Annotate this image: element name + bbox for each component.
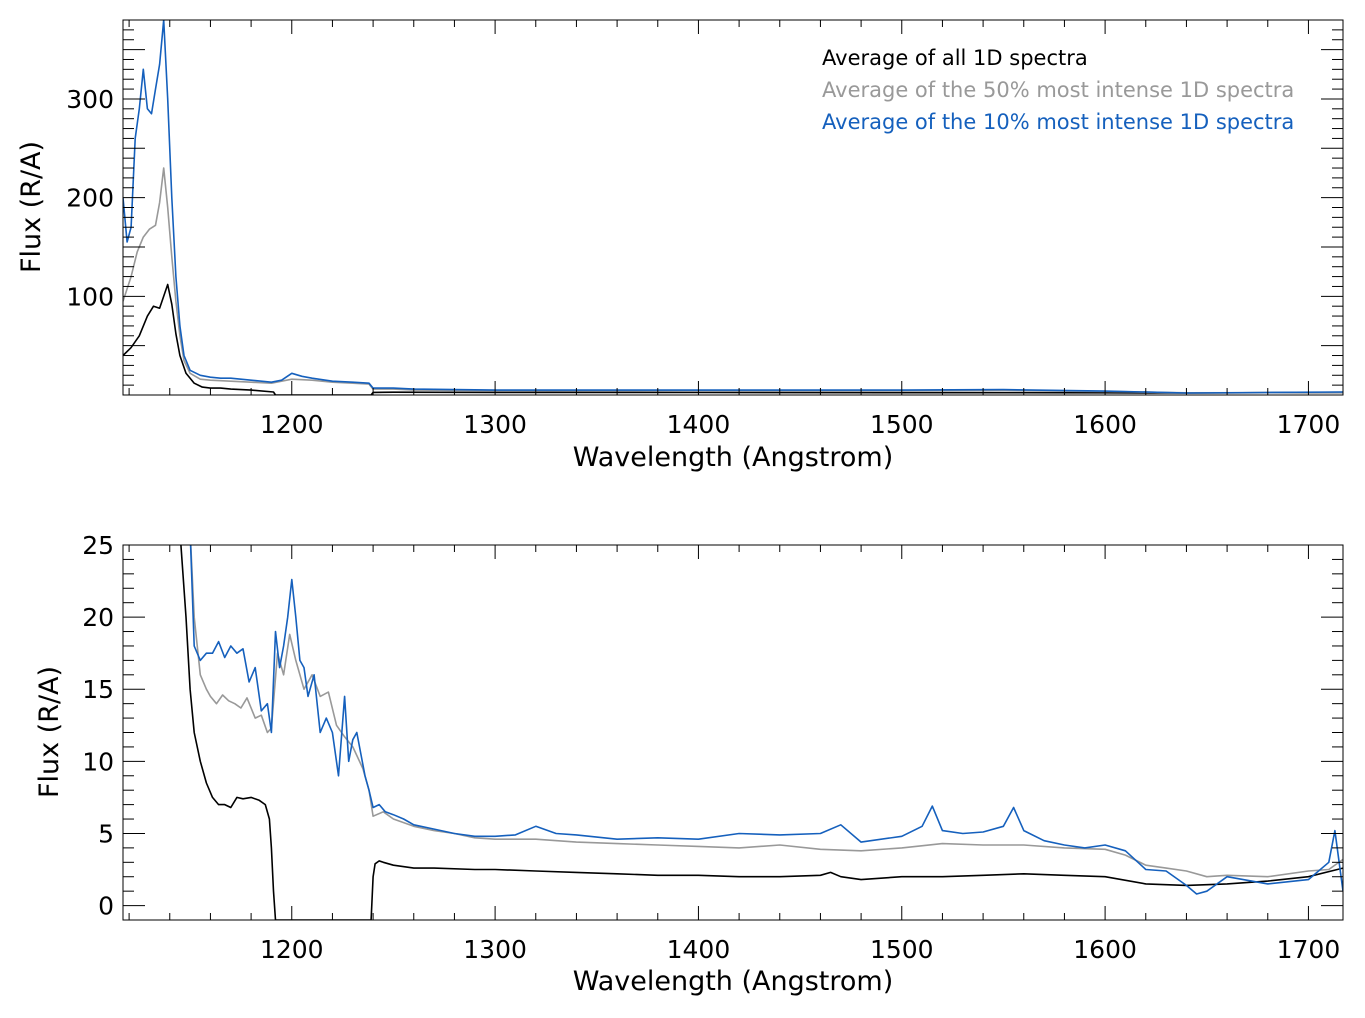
series-line-all bbox=[180, 545, 1343, 920]
x-tick-label: 1600 bbox=[1073, 410, 1137, 439]
bottom-plot-frame bbox=[122, 544, 1344, 921]
bottom-ticks bbox=[123, 544, 1343, 921]
y-tick-label: 0 bbox=[98, 892, 114, 921]
bottom-tick-labels: 1200 1300 1400 1500 1600 1700 0 5 10 15 20 25 bbox=[82, 531, 1340, 964]
top-y-axis-label: Flux (R/A) bbox=[16, 141, 47, 273]
top-ticks bbox=[123, 19, 1343, 396]
legend-entry-top50: Average of the 50% most intense 1D spect… bbox=[822, 78, 1294, 102]
y-tick-label: 100 bbox=[66, 282, 114, 311]
y-tick-label: 5 bbox=[98, 819, 114, 848]
top-panel: 1200 1300 1400 1500 1600 1700 100 200 300 Wavele… bbox=[16, 19, 1344, 473]
bottom-x-axis-label: Wavelength (Angstrom) bbox=[573, 966, 894, 997]
x-tick-label: 1200 bbox=[260, 935, 324, 964]
series-line-all bbox=[123, 283, 1343, 395]
top-x-axis-label: Wavelength (Angstrom) bbox=[573, 442, 894, 473]
series-line-top10 bbox=[189, 545, 1343, 895]
x-tick-label: 1300 bbox=[463, 935, 527, 964]
y-tick-label: 20 bbox=[82, 603, 114, 632]
series-line-top10 bbox=[123, 20, 1343, 394]
legend-entry-all: Average of all 1D spectra bbox=[822, 46, 1088, 70]
bottom-panel: 1200 1300 1400 1500 1600 1700 0 5 10 15 20 25 Wavel… bbox=[34, 531, 1344, 997]
x-tick-label: 1400 bbox=[667, 935, 731, 964]
x-tick-label: 1600 bbox=[1073, 935, 1137, 964]
x-tick-label: 1500 bbox=[870, 935, 934, 964]
top-series-layer bbox=[123, 20, 1343, 395]
series-line-top50 bbox=[123, 167, 1343, 394]
y-tick-label: 300 bbox=[66, 85, 114, 114]
x-tick-label: 1300 bbox=[463, 410, 527, 439]
x-tick-label: 1700 bbox=[1277, 410, 1341, 439]
y-tick-label: 200 bbox=[66, 184, 114, 213]
x-tick-label: 1700 bbox=[1277, 935, 1341, 964]
legend-entry-top10: Average of the 10% most intense 1D spect… bbox=[822, 110, 1294, 134]
bottom-series-layer bbox=[180, 545, 1343, 920]
top-plot-frame bbox=[122, 19, 1344, 396]
series-line-top50 bbox=[189, 545, 1343, 878]
x-tick-label: 1400 bbox=[667, 410, 731, 439]
x-tick-label: 1200 bbox=[260, 410, 324, 439]
y-tick-label: 25 bbox=[82, 531, 114, 560]
y-tick-label: 10 bbox=[82, 747, 114, 776]
top-legend: Average of all 1D spectra Average of the… bbox=[822, 46, 1294, 134]
x-tick-label: 1500 bbox=[870, 410, 934, 439]
top-tick-labels: 1200 1300 1400 1500 1600 1700 100 200 300 bbox=[66, 85, 1340, 439]
y-tick-label: 15 bbox=[82, 675, 114, 704]
bottom-y-axis-label: Flux (R/A) bbox=[34, 666, 65, 798]
